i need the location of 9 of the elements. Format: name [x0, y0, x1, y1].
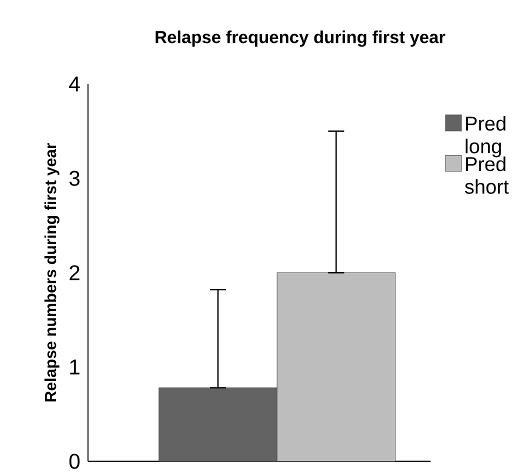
legend-label: Pred short: [464, 156, 509, 194]
y-tick-label: 4: [69, 76, 80, 92]
y-tick-label: 0: [69, 454, 80, 470]
legend-label: Pred long: [466, 116, 506, 158]
y-tick-label: 2: [70, 265, 80, 280]
y-axis-title: Relapse numbers during first year: [44, 143, 60, 402]
y-tick-label: 3: [69, 170, 80, 186]
y-tick-label: 1: [70, 360, 80, 375]
chart-title: Relapse frequency during first year: [156, 30, 446, 47]
